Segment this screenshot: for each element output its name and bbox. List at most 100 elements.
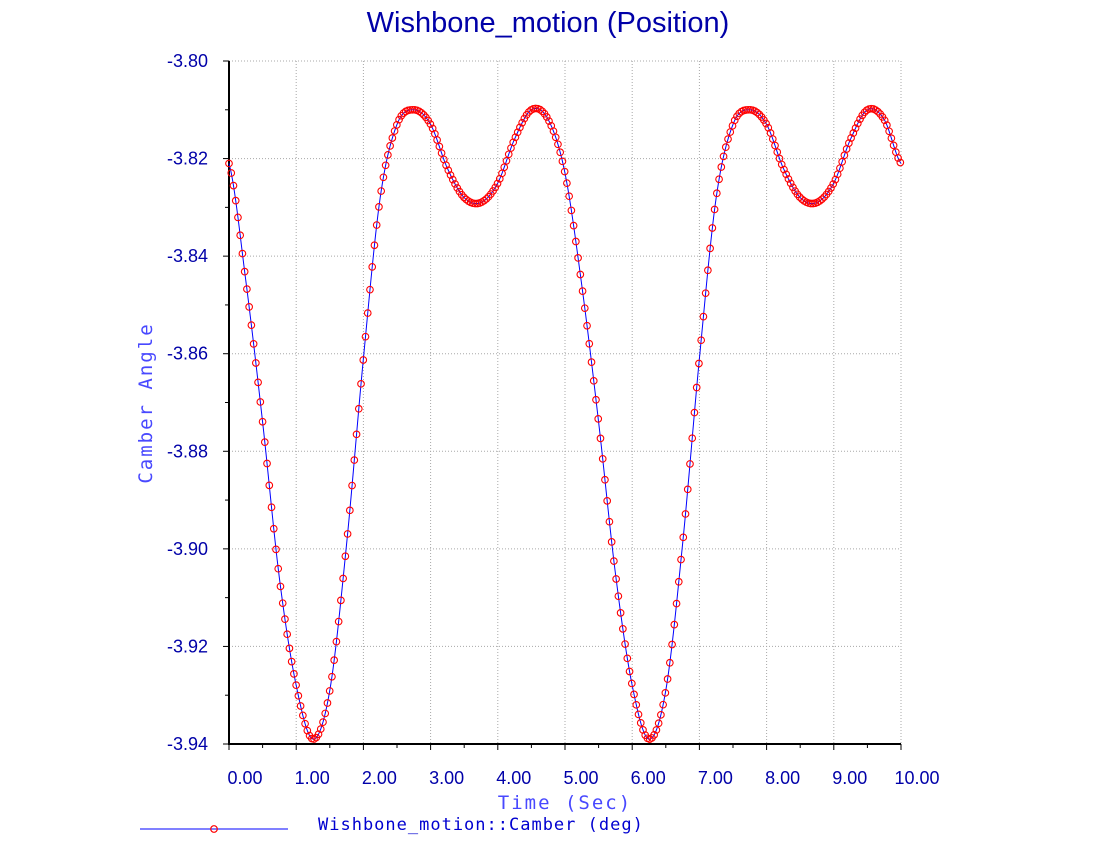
data-point-marker bbox=[730, 116, 739, 125]
data-point-marker bbox=[350, 456, 359, 464]
data-point-marker bbox=[674, 577, 683, 586]
data-point-marker bbox=[249, 340, 258, 348]
data-point-marker bbox=[337, 596, 345, 605]
data-point-marker bbox=[536, 105, 544, 114]
data-point-marker bbox=[388, 134, 397, 142]
data-point-marker bbox=[665, 658, 674, 667]
x-tick-label: 7.00 bbox=[698, 768, 733, 788]
data-point-marker bbox=[845, 139, 853, 147]
data-point-marker bbox=[663, 675, 672, 683]
data-point-marker bbox=[634, 710, 643, 719]
data-point-marker bbox=[607, 538, 616, 546]
data-point-marker bbox=[287, 657, 296, 666]
data-point-marker bbox=[247, 321, 256, 330]
data-point-marker bbox=[601, 475, 609, 484]
data-point-marker bbox=[712, 189, 721, 198]
x-tick-label: 5.00 bbox=[563, 768, 598, 788]
data-point-marker bbox=[303, 726, 312, 735]
data-point-marker bbox=[569, 221, 578, 230]
data-point-marker bbox=[630, 690, 638, 699]
data-point-marker bbox=[719, 152, 728, 161]
data-point-marker bbox=[605, 517, 614, 526]
data-point-marker bbox=[690, 408, 699, 417]
data-point-marker bbox=[345, 506, 354, 515]
data-point-marker bbox=[545, 117, 553, 125]
data-point-marker bbox=[384, 151, 392, 159]
data-point-marker bbox=[627, 679, 636, 688]
y-tick-label: -3.84 bbox=[167, 246, 208, 266]
data-point-marker bbox=[668, 640, 676, 649]
data-point-marker bbox=[695, 359, 703, 368]
data-point-marker bbox=[701, 289, 710, 298]
data-point-marker bbox=[229, 181, 238, 190]
data-point-marker bbox=[706, 244, 714, 253]
data-point-marker bbox=[616, 609, 625, 617]
data-point-marker bbox=[587, 358, 596, 366]
data-point-marker bbox=[657, 710, 665, 719]
y-tick-label: -3.92 bbox=[167, 636, 208, 656]
data-point-marker bbox=[820, 193, 829, 201]
data-point-marker bbox=[768, 135, 777, 143]
data-point-marker bbox=[874, 107, 882, 116]
data-point-marker bbox=[491, 183, 500, 192]
data-point-marker bbox=[681, 510, 690, 518]
data-point-marker bbox=[815, 197, 824, 205]
data-point-marker bbox=[265, 481, 274, 490]
data-point-marker bbox=[585, 339, 594, 348]
data-point-marker bbox=[256, 398, 265, 406]
y-tick-label: -3.82 bbox=[167, 149, 208, 169]
data-point-marker bbox=[263, 459, 271, 468]
data-point-marker bbox=[339, 574, 347, 583]
data-point-marker bbox=[621, 640, 629, 648]
data-point-marker bbox=[269, 524, 278, 533]
data-point-marker bbox=[316, 725, 325, 733]
data-point-marker bbox=[294, 691, 303, 700]
data-point-marker bbox=[509, 138, 518, 147]
data-point-marker bbox=[348, 481, 356, 490]
data-point-marker bbox=[567, 206, 576, 215]
data-point-marker bbox=[272, 545, 280, 554]
data-point-marker bbox=[853, 119, 862, 128]
data-point-marker bbox=[632, 700, 641, 709]
data-point-marker bbox=[715, 175, 723, 184]
data-point-marker bbox=[697, 336, 706, 345]
data-point-marker bbox=[589, 376, 598, 385]
data-point-marker bbox=[372, 221, 381, 229]
data-point-marker bbox=[321, 709, 330, 718]
data-point-marker bbox=[278, 599, 287, 608]
data-point-marker bbox=[386, 142, 394, 150]
data-point-marker bbox=[780, 165, 788, 174]
data-point-marker bbox=[580, 304, 589, 313]
data-point-marker bbox=[896, 158, 905, 167]
data-point-marker bbox=[596, 434, 605, 443]
data-point-marker bbox=[258, 417, 267, 426]
data-point-marker bbox=[652, 726, 661, 734]
chart-title: Wishbone_motion (Position) bbox=[367, 7, 730, 39]
data-point-marker bbox=[240, 267, 249, 276]
data-point-marker bbox=[426, 120, 435, 128]
data-point-marker bbox=[310, 735, 318, 743]
data-point-marker bbox=[341, 552, 350, 561]
data-point-marker bbox=[323, 699, 332, 707]
data-point-marker bbox=[238, 249, 247, 258]
data-point-marker bbox=[511, 133, 520, 142]
data-point-marker bbox=[558, 157, 567, 166]
data-point-marker bbox=[612, 575, 620, 583]
data-point-marker bbox=[332, 637, 341, 646]
data-point-marker bbox=[710, 205, 719, 214]
data-point-marker bbox=[448, 175, 457, 184]
data-point-marker bbox=[721, 143, 730, 151]
data-point-marker bbox=[777, 160, 786, 169]
data-point-marker bbox=[417, 108, 426, 117]
x-axis-label: Time (Sec) bbox=[498, 792, 632, 814]
data-point-marker bbox=[659, 700, 667, 709]
data-point-marker bbox=[603, 497, 612, 505]
data-point-marker bbox=[381, 161, 390, 170]
data-point-marker bbox=[274, 564, 283, 573]
x-tick-label: 4.00 bbox=[496, 768, 531, 788]
data-point-marker bbox=[254, 378, 262, 387]
data-point-marker bbox=[460, 193, 468, 202]
data-point-marker bbox=[252, 359, 260, 367]
